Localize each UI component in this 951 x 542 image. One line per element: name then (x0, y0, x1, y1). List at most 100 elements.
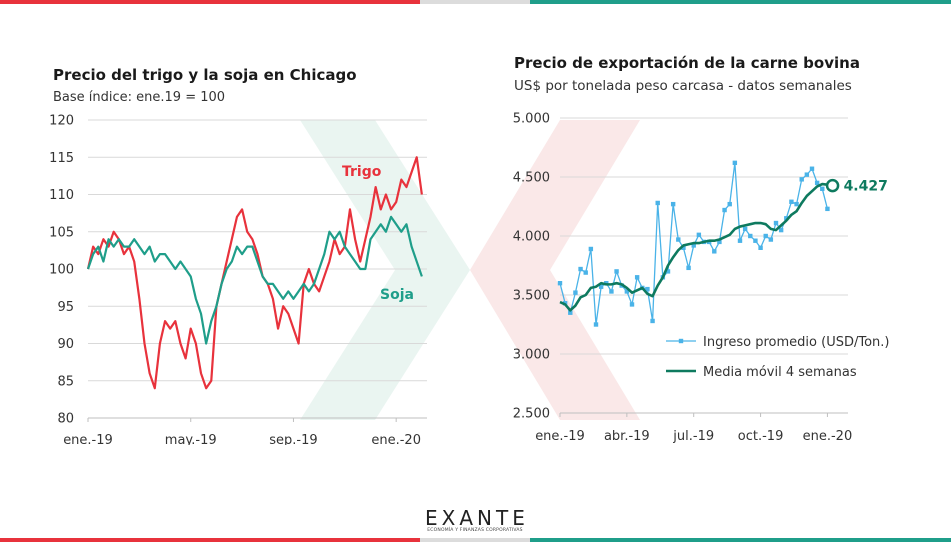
data-point (624, 289, 630, 294)
x-tick-label: ene.-20 (371, 433, 421, 445)
data-point (614, 269, 619, 274)
y-tick-label: 4.000 (513, 230, 550, 245)
watermark-green-chevron (300, 120, 470, 420)
y-tick-label: 3.000 (513, 348, 550, 363)
watermark-red-chevron (470, 120, 640, 420)
data-point (665, 269, 671, 274)
data-point (712, 249, 717, 254)
y-tick-label: 80 (57, 412, 74, 427)
data-point (568, 310, 573, 315)
data-point (773, 220, 779, 226)
data-point (825, 206, 830, 212)
top-color-bar (0, 0, 951, 4)
data-point (717, 239, 722, 245)
data-point (758, 245, 763, 250)
right-chart-subtitle: US$ por tonelada peso carcasa - datos se… (514, 78, 852, 94)
y-tick-label: 4.500 (513, 171, 550, 186)
x-tick-label: may.-19 (165, 433, 217, 445)
x-tick-label: oct.-19 (738, 429, 784, 444)
data-point (748, 233, 753, 239)
data-point (804, 172, 810, 177)
data-point (814, 180, 820, 186)
data-point (763, 233, 768, 239)
y-tick-label: 115 (49, 151, 74, 166)
bottom-bar-teal (530, 538, 951, 542)
bottom-bar-red (0, 538, 420, 542)
y-tick-label: 105 (49, 225, 74, 240)
y-tick-label: 2.500 (513, 407, 550, 422)
data-point (670, 201, 676, 207)
y-tick-label: 90 (57, 337, 74, 352)
data-point (753, 238, 758, 243)
last-value-marker (825, 178, 840, 193)
y-tick-label: 85 (57, 374, 74, 389)
top-bar-red (0, 0, 420, 4)
data-point (809, 166, 815, 171)
data-point (799, 177, 804, 182)
bottom-bar-gray (420, 538, 530, 542)
series-line (86, 156, 423, 390)
legend-marker-ingreso (678, 338, 684, 344)
x-tick-label: abr.-19 (604, 429, 650, 444)
y-tick-label: 95 (57, 300, 74, 315)
y-tick-label: 110 (49, 188, 74, 203)
data-point (588, 246, 594, 252)
data-point (676, 237, 681, 242)
x-tick-label: ene.-19 (63, 433, 113, 445)
data-point (691, 243, 696, 248)
data-point (655, 200, 660, 206)
x-tick-label: jul.-19 (672, 429, 714, 444)
data-point (573, 290, 578, 295)
data-point (578, 266, 583, 272)
data-point (650, 318, 655, 324)
data-point (727, 201, 732, 207)
data-point (686, 265, 691, 271)
logo-wordmark: EXANTE (425, 506, 529, 530)
bottom-color-bar (0, 538, 951, 542)
exante-logo: EXANTE ECONOMÍA Y FINANZAS CORPORATIVAS (425, 508, 525, 534)
left-chart-subtitle: Base índice: ene.19 = 100 (53, 90, 226, 105)
legend-label-ingreso: Ingreso promedio (USD/Ton.) (703, 335, 889, 350)
data-point (789, 199, 794, 204)
data-point (583, 270, 588, 275)
logo-tagline: ECONOMÍA Y FINANZAS CORPORATIVAS (427, 528, 523, 533)
y-tick-label: 100 (49, 263, 74, 278)
data-point (768, 237, 774, 242)
data-point (722, 207, 727, 213)
last-value-label: 4.427 (844, 179, 888, 195)
series-line (86, 215, 423, 345)
wheat-soy-chart: 80 85 90 95 100 105 110 115 120 ene.-19 may.-19 sep… (49, 114, 427, 445)
data-point (593, 322, 599, 327)
top-bar-teal (530, 0, 951, 4)
data-point (629, 302, 635, 307)
y-tick-label: 3.500 (513, 289, 550, 304)
beef-export-chart: 2.500 3.000 3.500 4.000 4.500 5.000 ene.-19 abr… (513, 112, 890, 445)
data-point (696, 232, 702, 238)
data-point (784, 216, 789, 221)
x-tick-label: ene.-20 (803, 429, 853, 444)
data-point (742, 226, 748, 232)
series-line (559, 182, 833, 312)
legend-label-media: Media móvil 4 semanas (703, 365, 857, 380)
data-point (778, 227, 784, 233)
left-chart-title: Precio del trigo y la soja en Chicago (53, 66, 357, 84)
data-point (681, 245, 686, 250)
data-point (598, 284, 604, 289)
data-point (737, 238, 743, 243)
series-label-soja: Soja (380, 287, 414, 303)
y-tick-label: 5.000 (513, 112, 550, 127)
data-point (634, 275, 640, 280)
data-point (820, 186, 825, 191)
x-tick-label: ene.-19 (535, 429, 585, 444)
data-point (645, 286, 650, 292)
y-tick-label: 120 (49, 114, 74, 129)
top-bar-gray (420, 0, 530, 4)
data-point (609, 289, 614, 294)
data-point (557, 281, 563, 286)
data-point (794, 201, 799, 207)
series-label-trigo: Trigo (342, 164, 382, 180)
data-point (732, 160, 738, 166)
right-chart-title: Precio de exportación de la carne bovina (514, 54, 860, 72)
x-tick-label: sep.-19 (269, 433, 317, 445)
